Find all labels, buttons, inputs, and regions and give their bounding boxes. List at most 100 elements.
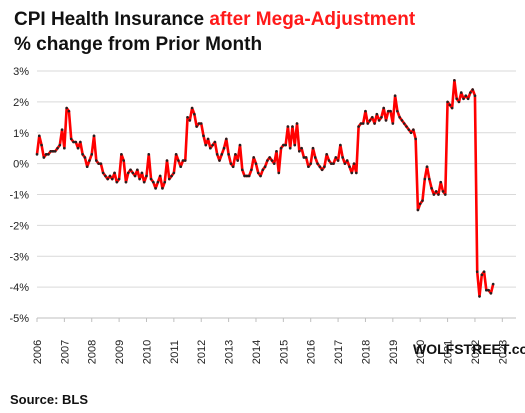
data-point xyxy=(154,187,157,190)
x-tick-label: 2012 xyxy=(196,340,208,364)
data-point xyxy=(480,273,484,277)
data-point xyxy=(295,122,299,125)
data-point xyxy=(247,174,251,178)
data-point xyxy=(279,146,283,150)
data-point xyxy=(92,134,96,138)
data-point xyxy=(199,122,203,125)
data-point xyxy=(238,143,242,147)
data-point xyxy=(81,153,84,156)
chart-title: CPI Health Insurance after Mega-Adjustme… xyxy=(14,9,415,31)
data-point xyxy=(179,165,182,169)
data-point xyxy=(325,153,328,156)
data-point xyxy=(90,153,94,156)
data-point xyxy=(225,137,228,141)
data-point xyxy=(193,112,196,116)
data-point xyxy=(441,190,445,193)
data-point xyxy=(386,109,390,113)
data-point xyxy=(156,180,160,184)
data-point xyxy=(291,125,294,128)
data-point xyxy=(485,288,488,292)
y-tick-label: 0% xyxy=(13,159,29,171)
data-point xyxy=(186,116,189,119)
x-tick-label: 2011 xyxy=(169,340,181,364)
data-point xyxy=(124,180,128,184)
x-tick-label: 2021 xyxy=(443,340,455,364)
data-point xyxy=(428,177,431,181)
data-point xyxy=(115,180,119,184)
data-point xyxy=(453,78,456,82)
data-point xyxy=(65,106,68,110)
data-point xyxy=(211,143,214,147)
data-point xyxy=(76,146,80,150)
x-tick-label: 2020 xyxy=(415,340,427,364)
data-point xyxy=(275,149,278,153)
data-point xyxy=(389,109,392,113)
data-point xyxy=(83,156,87,159)
data-point xyxy=(231,165,235,169)
data-point xyxy=(414,137,417,141)
data-point xyxy=(163,180,167,184)
y-tick-label: -3% xyxy=(9,251,29,263)
data-point xyxy=(423,177,427,181)
data-point xyxy=(133,174,137,178)
data-point xyxy=(405,125,408,128)
data-point xyxy=(350,171,354,175)
data-point xyxy=(393,94,397,97)
data-point xyxy=(197,122,201,125)
data-point xyxy=(345,159,349,162)
data-point xyxy=(391,122,395,125)
data-point xyxy=(229,162,233,165)
data-point xyxy=(302,156,306,159)
data-point xyxy=(448,103,452,107)
chart-title-accent: after Mega-Adjustment xyxy=(209,9,416,30)
data-point xyxy=(487,288,490,292)
data-point xyxy=(352,162,356,165)
data-point xyxy=(129,168,132,172)
data-point xyxy=(234,153,237,156)
data-point xyxy=(263,165,267,169)
data-point xyxy=(286,125,290,128)
data-point xyxy=(261,168,265,172)
data-point xyxy=(421,199,424,202)
data-point xyxy=(266,159,269,162)
data-point xyxy=(437,193,440,196)
data-point xyxy=(165,159,169,162)
data-point xyxy=(491,282,495,286)
data-point xyxy=(434,190,438,193)
data-point xyxy=(382,106,386,110)
data-point xyxy=(220,153,224,156)
data-point xyxy=(161,187,164,190)
data-point xyxy=(63,146,66,150)
data-point xyxy=(104,174,107,178)
x-tick-label: 2016 xyxy=(306,340,318,364)
data-point xyxy=(110,177,114,181)
chart-subtitle: % change from Prior Month xyxy=(14,34,263,55)
data-point xyxy=(213,140,217,144)
data-point xyxy=(284,143,287,147)
data-point xyxy=(373,122,376,125)
data-point xyxy=(35,153,39,156)
data-point xyxy=(101,171,105,175)
data-point xyxy=(313,156,317,159)
data-point xyxy=(74,140,78,144)
chart-title-main: CPI Health Insurance xyxy=(14,9,205,30)
data-point xyxy=(177,159,180,162)
x-tick-label: 2022 xyxy=(470,340,482,364)
data-point xyxy=(339,143,342,147)
data-point xyxy=(375,112,379,116)
data-point xyxy=(343,162,347,165)
data-point xyxy=(409,131,413,135)
data-point xyxy=(384,119,388,122)
x-tick-label: 2009 xyxy=(114,340,126,364)
data-point xyxy=(364,109,367,113)
x-tick-label: 2006 xyxy=(32,340,44,364)
data-point xyxy=(332,162,335,165)
data-point xyxy=(243,174,246,178)
data-point xyxy=(355,171,358,175)
data-point xyxy=(446,100,449,104)
data-point xyxy=(188,119,192,122)
y-tick-label: 1% xyxy=(13,128,29,140)
data-point xyxy=(341,156,344,159)
data-point xyxy=(158,174,162,178)
